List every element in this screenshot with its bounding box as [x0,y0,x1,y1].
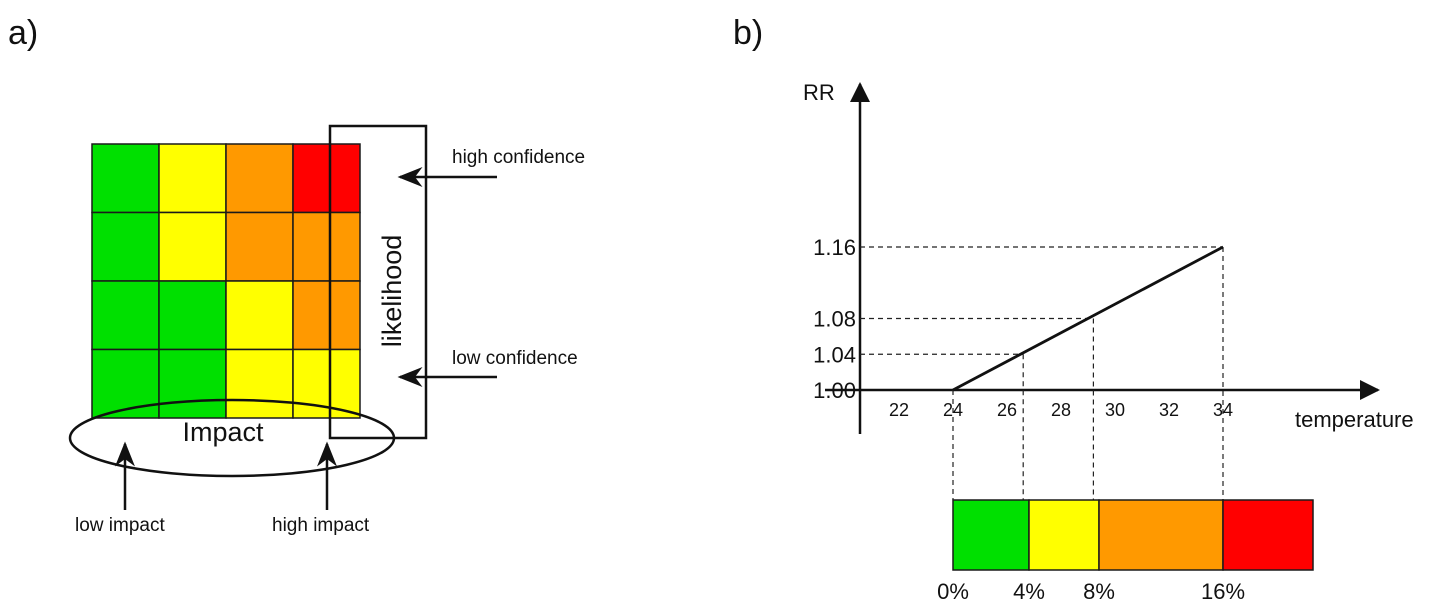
impact-ellipse [68,398,396,478]
x-tick-labels: 22 24 26 28 30 32 34 [889,400,1233,420]
scale-label: 0% [937,579,969,604]
low-confidence-label: low confidence [452,348,578,369]
y-tick-labels: 1.00 1.04 1.08 1.16 [813,235,856,403]
matrix-cell-r2-c4 [292,211,361,282]
scale-segment [1222,499,1314,571]
scale-label: 16% [1201,579,1245,604]
matrix-cell-r3-c2 [158,280,227,351]
x-tick-label: 22 [889,400,909,420]
y-tick-label: 1.16 [813,235,856,260]
low-impact-label: low impact [75,515,165,536]
high-impact-label: high impact [272,515,370,536]
scale-label: 4% [1013,579,1045,604]
matrix-cell-r1-c3 [225,143,294,214]
risk-matrix [91,143,361,419]
rr-line [952,245,1224,392]
matrix-cell-r4-c2 [158,348,227,419]
likelihood-box [328,124,428,440]
x-tick-label: 26 [997,400,1017,420]
matrix-cell-r2-c1 [91,211,160,282]
impact-label: Impact [182,417,264,447]
matrix-cell-r2-c2 [158,211,227,282]
high-confidence-label: high confidence [452,147,585,168]
matrix-cell-r4-c1 [91,348,160,419]
scale-segment [952,499,1030,571]
risk-scale-bar: 0% 4% 8% 16% [937,499,1314,604]
matrix-cell-r3-c1 [91,280,160,351]
scale-segment [1098,499,1224,571]
panel-a-label: a) [8,14,38,52]
y-tick-label: 1.00 [813,378,856,403]
matrix-cell-r3-c3 [225,280,294,351]
matrix-cell-r1-c2 [158,143,227,214]
y-axis-label: RR [803,80,835,105]
matrix-cell-r4-c3 [225,348,294,419]
scale-label: 8% [1083,579,1115,604]
matrix-cell-r1-c4 [292,143,361,214]
guide-lines [860,246,1224,500]
matrix-cell-r3-c4 [292,280,361,351]
y-tick-label: 1.08 [813,307,856,332]
x-axis-label: temperature [1295,407,1414,432]
x-tick-label: 32 [1159,400,1179,420]
x-tick-label: 30 [1105,400,1125,420]
panel-a: a) likelihood high confidence low confid… [8,14,585,536]
panel-b-label: b) [733,14,763,52]
likelihood-label: likelihood [377,235,407,348]
matrix-cell-r2-c3 [225,211,294,282]
panel-b: b) RR temperature 22 24 26 28 30 32 34 1.001.0… [733,14,1414,604]
x-tick-label: 28 [1051,400,1071,420]
scale-segment [1028,499,1100,571]
y-tick-label: 1.04 [813,342,856,367]
matrix-cell-r1-c1 [91,143,160,214]
